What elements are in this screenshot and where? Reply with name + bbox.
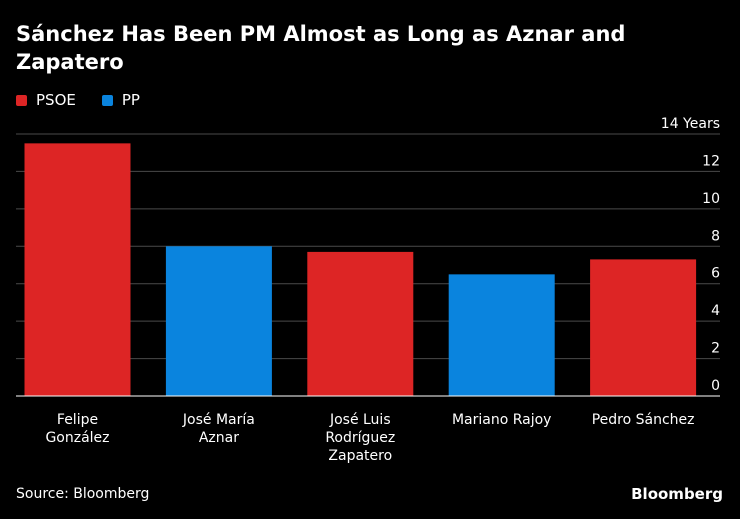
x-tick-label-line: José Luis (329, 412, 391, 428)
legend-swatch-psoe (16, 94, 27, 106)
bar-0 (24, 143, 131, 396)
x-tick-label-0: Felipe González (45, 412, 109, 446)
x-tick-label-2: José Luis Rodríguez Zapatero (325, 412, 395, 464)
x-tick-label-line: Felipe (57, 412, 98, 428)
x-tick-label-line: Pedro Sánchez (592, 412, 695, 428)
bar-3 (448, 274, 555, 396)
legend: PSOE PP (16, 91, 166, 109)
x-tick-label-1: José María Aznar (182, 412, 255, 446)
bar-2 (307, 251, 414, 396)
legend-item-psoe: PSOE (16, 91, 76, 109)
x-tick-label-line: Zapatero (328, 448, 392, 464)
x-tick-label-line: Rodríguez (325, 430, 395, 446)
source-note: Source: Bloomberg (16, 486, 150, 502)
legend-item-pp: PP (101, 91, 140, 109)
y-tick-label-4: 4 (711, 303, 720, 319)
y-tick-label-8: 8 (711, 228, 720, 244)
y-tick-label-12: 12 (702, 153, 720, 169)
y-tick-label-10: 10 (702, 191, 720, 207)
chart-title: Sánchez Has Been PM Almost as Long as Az… (16, 22, 626, 74)
y-tick-label-6: 6 (711, 266, 720, 282)
x-tick-label-line: Mariano Rajoy (452, 412, 552, 428)
x-tick-label-4: Pedro Sánchez (592, 412, 695, 428)
x-tick-label-line: José María (182, 412, 255, 428)
bar-1 (165, 246, 272, 396)
bloomberg-logo: Bloomberg (631, 485, 723, 503)
x-tick-label-3: Mariano Rajoy (452, 412, 552, 428)
x-tick-label-line: González (45, 430, 109, 446)
y-tick-label-0: 0 (711, 378, 720, 394)
legend-label-psoe: PSOE (36, 91, 76, 109)
legend-swatch-pp (101, 94, 113, 106)
y-tick-label-2: 2 (711, 341, 720, 357)
bar-4 (590, 259, 697, 396)
legend-label-pp: PP (121, 91, 140, 109)
x-tick-label-line: Aznar (199, 430, 239, 446)
y-tick-label-14: 14 Years (661, 116, 720, 132)
